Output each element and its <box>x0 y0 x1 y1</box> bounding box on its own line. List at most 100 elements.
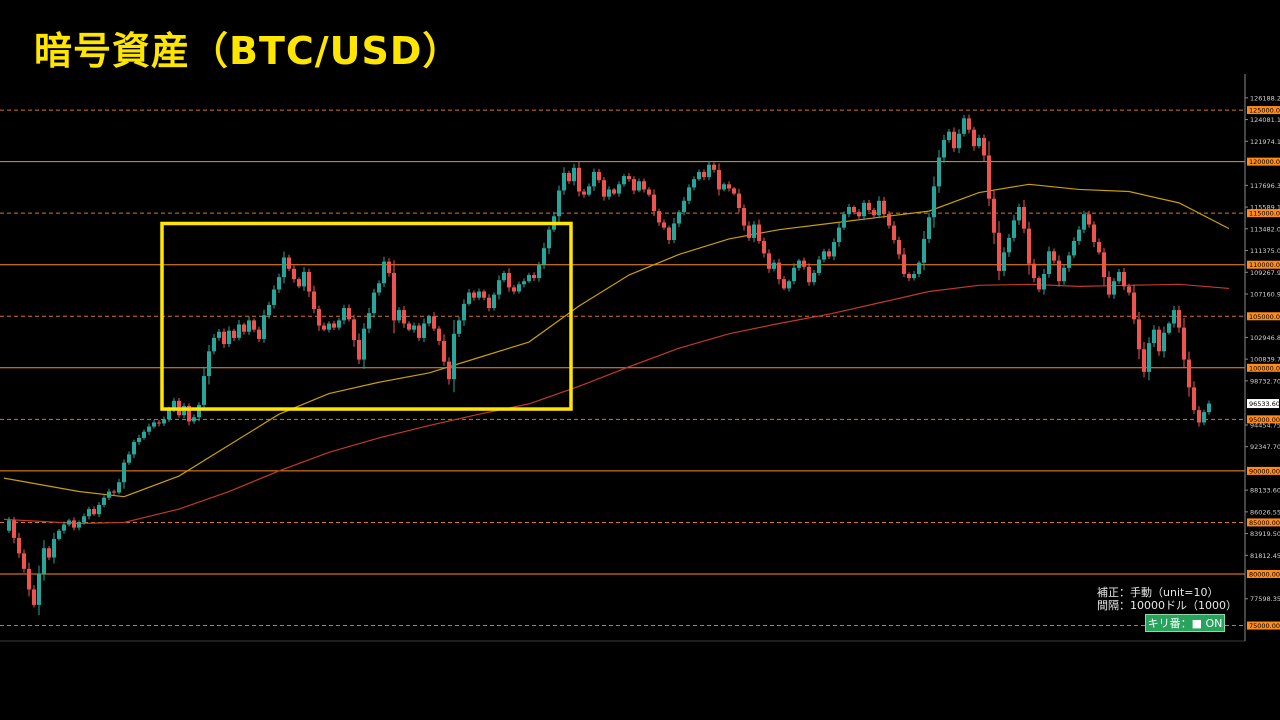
y-tick-label: 98732.70 <box>1250 377 1280 385</box>
candle <box>147 423 151 435</box>
candle <box>247 316 251 335</box>
candle <box>257 326 261 342</box>
candle <box>1127 283 1131 296</box>
candle <box>67 518 71 527</box>
candle-body <box>22 553 26 569</box>
candle <box>447 357 451 385</box>
candle-body <box>737 193 741 209</box>
candle-body <box>92 509 96 515</box>
candle-body <box>857 212 861 217</box>
candle-body <box>717 169 721 190</box>
candle-body <box>1122 271 1126 287</box>
candle <box>1022 199 1026 234</box>
candle <box>652 189 656 217</box>
candle <box>1057 255 1061 287</box>
candle <box>917 260 921 278</box>
candle <box>252 318 256 333</box>
candle <box>1117 269 1121 284</box>
y-tick-label: 121974.10 <box>1250 138 1280 146</box>
candle-body <box>1062 267 1066 282</box>
candle-body <box>312 291 316 310</box>
candle-body <box>367 313 371 329</box>
candle <box>397 307 401 324</box>
candle-body <box>872 210 876 216</box>
candle-body <box>642 181 646 190</box>
candle <box>927 212 931 244</box>
candle <box>827 248 831 259</box>
candle <box>847 203 851 218</box>
candle-body <box>392 272 396 321</box>
round-level-tag <box>1247 518 1280 527</box>
round-level-label: 85000.00 <box>1249 519 1280 527</box>
candle <box>237 320 241 341</box>
candle <box>642 178 646 193</box>
candle-body <box>932 186 936 218</box>
candle <box>1182 317 1186 368</box>
candle <box>427 314 431 327</box>
candle-body <box>307 271 311 292</box>
candle <box>57 529 61 541</box>
round-level-label: 75000.00 <box>1249 622 1280 630</box>
candle-body <box>417 325 421 338</box>
candle <box>1122 268 1126 291</box>
candle <box>1067 251 1071 272</box>
candle-body <box>937 157 941 187</box>
candle <box>902 247 906 278</box>
candle-body <box>222 331 226 345</box>
candle <box>677 210 681 228</box>
candle <box>587 183 591 197</box>
candle-body <box>397 310 401 321</box>
candle-body <box>382 261 386 284</box>
candle <box>12 516 16 544</box>
candle <box>507 268 511 292</box>
candle-body <box>1047 251 1051 274</box>
candle <box>667 225 671 245</box>
candle-body <box>77 522 81 528</box>
candle-body <box>522 281 526 285</box>
candle <box>157 419 161 427</box>
candle-body <box>602 180 606 197</box>
candle-body <box>692 179 696 188</box>
y-tick-label: 126188.20 <box>1250 94 1280 102</box>
candle <box>87 506 91 520</box>
candle <box>572 163 576 186</box>
y-tick-label: 83919.50 <box>1250 530 1280 538</box>
candle-body <box>287 257 291 269</box>
candle-body <box>347 308 351 320</box>
candle <box>647 187 651 197</box>
y-tick-label: 113482.05 <box>1250 225 1280 233</box>
candle-body <box>787 281 791 289</box>
candle <box>102 495 106 508</box>
candle <box>712 162 716 173</box>
candle <box>992 190 996 245</box>
candle-body <box>252 320 256 330</box>
candle-body <box>42 548 46 574</box>
candle <box>612 187 616 196</box>
candle-body <box>362 328 366 360</box>
candle-body <box>1027 228 1031 264</box>
candle-body <box>677 212 681 224</box>
candle-body <box>562 172 566 191</box>
candle-body <box>712 164 716 170</box>
candle-body <box>482 291 486 298</box>
round-number-toggle-button[interactable]: キリ番：■ ON <box>1145 614 1225 632</box>
candle <box>557 185 561 225</box>
candle <box>307 268 311 298</box>
highlight-box <box>160 221 573 411</box>
candle-body <box>887 214 891 226</box>
y-tick-label: 92347.70 <box>1250 443 1280 451</box>
candle-body <box>967 118 971 130</box>
current-price-tag <box>1247 399 1279 409</box>
candle <box>822 248 826 263</box>
candle <box>392 260 396 334</box>
candle <box>32 585 36 608</box>
candle-body <box>12 520 16 538</box>
candle-body <box>687 187 691 201</box>
candle-body <box>587 186 591 195</box>
candle <box>842 211 846 230</box>
candle <box>657 208 661 226</box>
candle-body <box>112 491 116 493</box>
candle <box>302 267 306 291</box>
candle-body <box>757 224 761 242</box>
